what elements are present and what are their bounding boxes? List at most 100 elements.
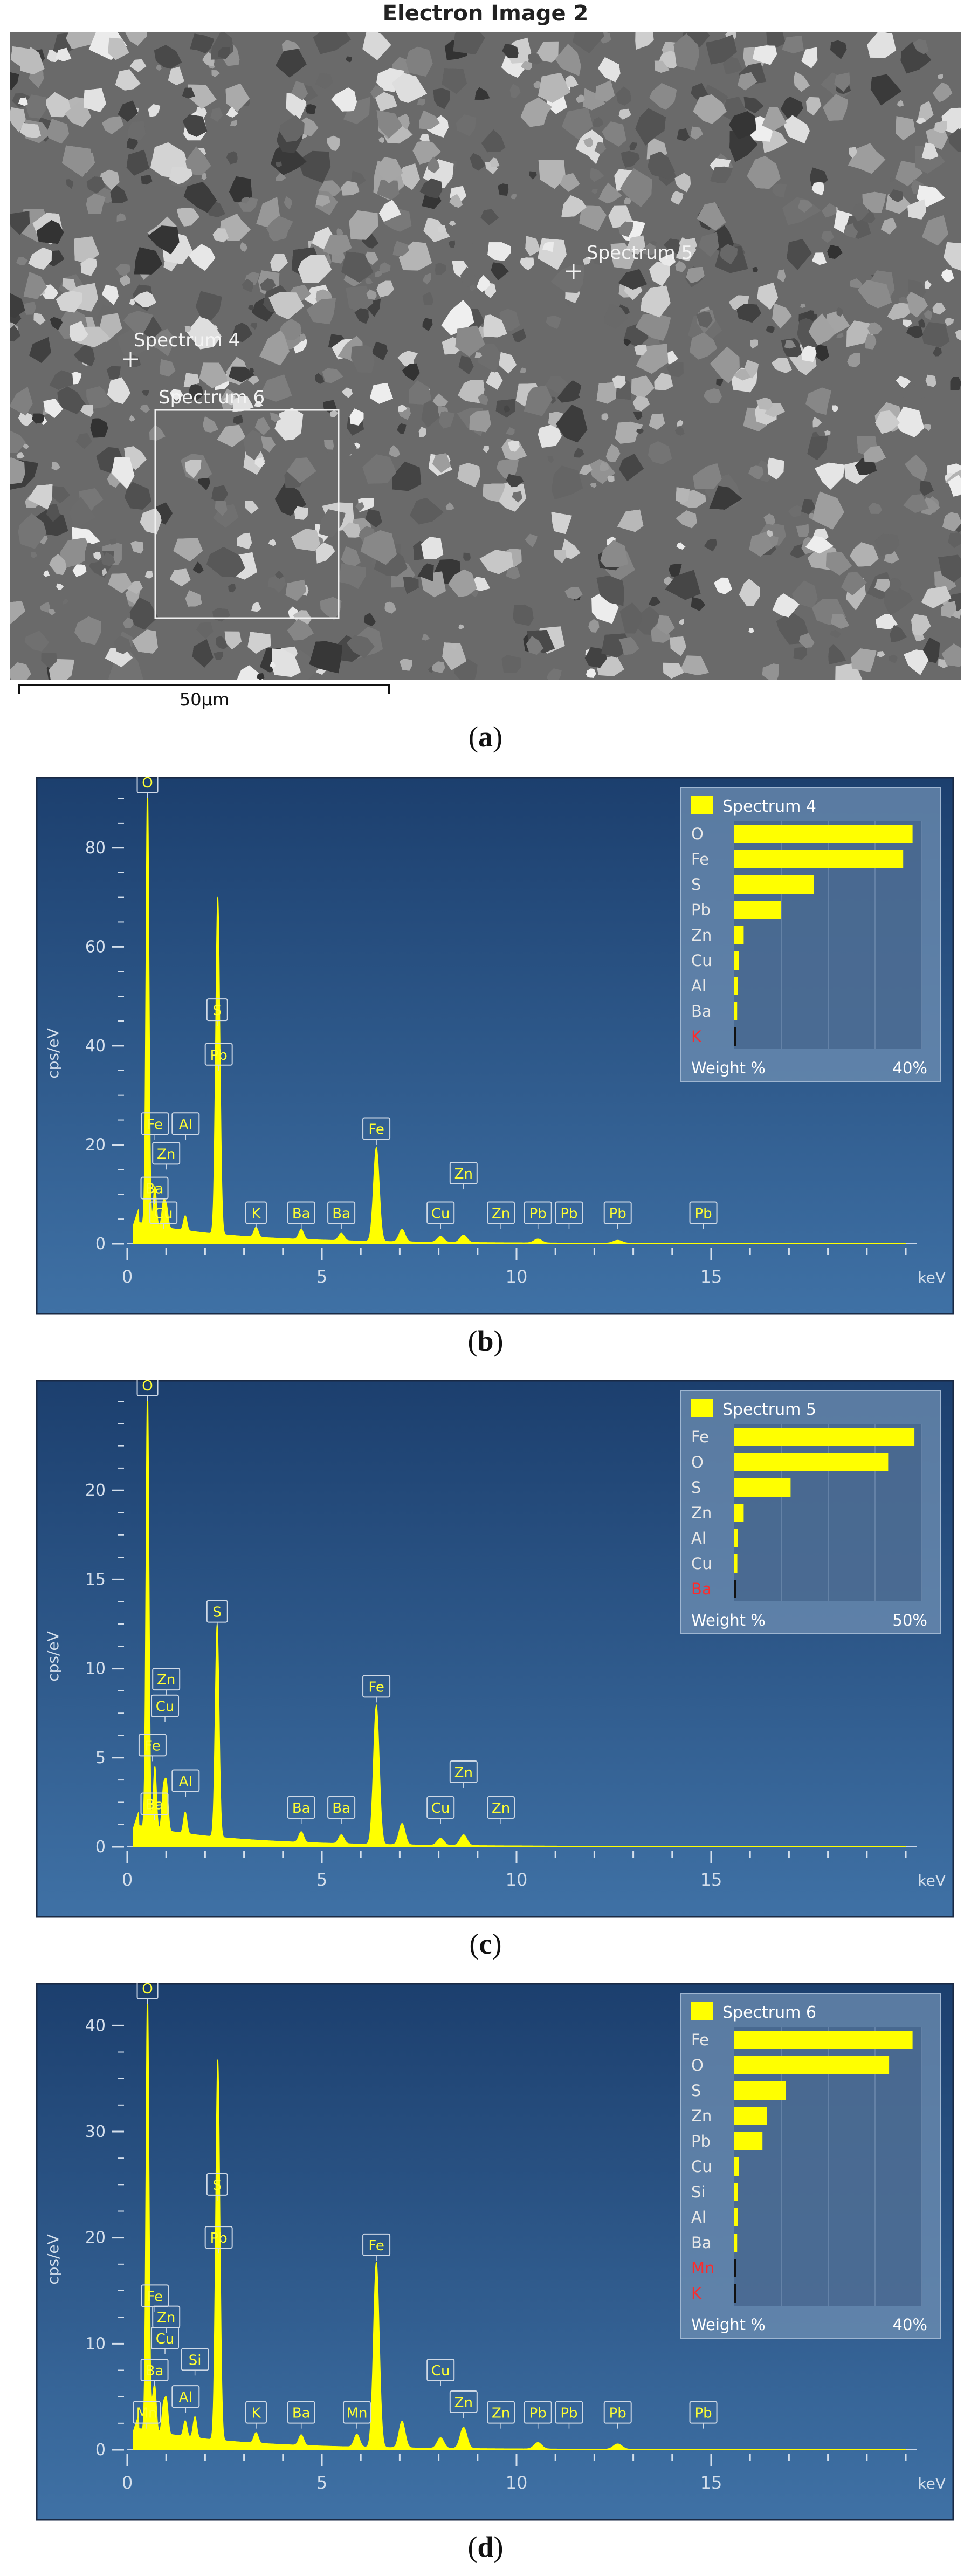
sem-grain [772, 593, 800, 618]
legend-element-label: Fe [691, 850, 709, 868]
spectrum-5-marker[interactable]: Spectrum 5 [566, 242, 693, 279]
sem-grain [105, 647, 133, 668]
peak-label-text: Zn [454, 2395, 473, 2411]
sem-grain [679, 619, 684, 625]
peak-label-box [287, 2401, 315, 2424]
y-tick-label: 15 [85, 1570, 106, 1589]
sem-grain [134, 247, 163, 275]
peak-label-ba: Ba [287, 1201, 315, 1229]
sem-grain [201, 173, 207, 180]
sem-grain [90, 418, 108, 438]
peak-label-s: S [206, 998, 228, 1026]
sem-grain [855, 458, 877, 475]
sem-grain [117, 327, 149, 355]
sem-grain [400, 659, 412, 671]
x-tick-label: 10 [506, 1869, 528, 1890]
sem-grain [315, 195, 330, 207]
sem-grain [206, 547, 245, 578]
peak-label-pb: Pb [689, 1201, 718, 1229]
spectrum-6-marker[interactable]: Spectrum 6 [154, 387, 340, 619]
sem-grain [595, 80, 615, 102]
sem-grain [350, 170, 367, 186]
sem-grain [56, 583, 64, 590]
legend-bar [734, 926, 744, 944]
peak-label-fe: Fe [138, 1734, 167, 1762]
sem-grain [232, 323, 253, 342]
peak-label-box [171, 2385, 200, 2408]
sem-grain [551, 512, 572, 534]
sem-grain [796, 524, 809, 537]
legend-element-label: Cu [691, 951, 712, 970]
sem-grain [498, 183, 509, 196]
sem-grain [551, 465, 583, 500]
spectrum-4-marker[interactable]: Spectrum 4 [123, 330, 240, 367]
sem-grain [20, 47, 45, 75]
y-tick-label: 20 [85, 1481, 106, 1500]
sem-grain [788, 505, 802, 518]
sem-grain [24, 631, 50, 652]
sem-grain [671, 191, 684, 205]
sem-grain [542, 242, 554, 252]
sem-grain [449, 221, 456, 226]
sem-grain [575, 94, 585, 103]
sem-grain [437, 225, 446, 233]
peak-label-text: Ba [146, 2363, 164, 2379]
sem-grain [938, 74, 943, 79]
sem-grain [360, 530, 397, 565]
sem-grain [366, 289, 377, 300]
sem-grain [579, 464, 593, 475]
sem-grain [629, 142, 638, 150]
sem-grain [141, 390, 149, 396]
sem-grain [697, 202, 726, 231]
legend-bar [734, 2259, 736, 2277]
sem-grain [805, 387, 832, 415]
legend-bar [734, 901, 781, 919]
sem-grain [80, 405, 94, 417]
sem-grain [466, 229, 478, 245]
sem-grain [677, 128, 690, 141]
sem-grain [213, 651, 223, 660]
sem-grain [766, 326, 775, 333]
sem-grain [403, 577, 419, 594]
peak-label-text: Cu [431, 1205, 450, 1222]
legend-element-label: O [691, 825, 704, 843]
peak-label-al: Al [171, 2385, 200, 2413]
sem-grain [750, 339, 758, 349]
peak-label-ba: Ba [140, 1792, 169, 1820]
peak-label-box [133, 2401, 161, 2424]
sem-grain [287, 619, 314, 641]
sem-grain [822, 203, 837, 218]
sem-grain [315, 373, 325, 384]
sem-grain [349, 408, 364, 426]
sem-grain [686, 267, 705, 284]
sem-grain [422, 634, 430, 641]
legend-bar [734, 2284, 736, 2303]
sem-grain [596, 576, 624, 606]
sem-grain [480, 209, 499, 225]
sem-grain [149, 424, 166, 441]
sem-grain [826, 552, 852, 576]
sem-grain [140, 404, 150, 413]
sem-grain [363, 613, 376, 626]
sem-grain [36, 220, 64, 244]
sem-grain [455, 325, 485, 357]
sem-grain [554, 550, 567, 563]
sem-grain [828, 644, 846, 664]
sem-grain [315, 73, 333, 90]
peak-label-pb: Pb [689, 2401, 718, 2429]
peak-label-box [487, 2401, 515, 2424]
peak-label-box [327, 1796, 356, 1819]
sem-grain [19, 123, 41, 138]
sem-grain [107, 377, 130, 404]
sem-grain [309, 641, 342, 674]
sem-grain [807, 435, 828, 461]
sem-grain [168, 66, 184, 85]
sem-grain [583, 257, 591, 265]
sem-grain [384, 601, 396, 614]
sem-grain [752, 267, 758, 272]
sem-grain [392, 461, 422, 491]
sem-grain [16, 257, 28, 265]
legend-bar [734, 1554, 738, 1573]
sem-grain [259, 374, 292, 402]
sem-grain [867, 32, 897, 58]
